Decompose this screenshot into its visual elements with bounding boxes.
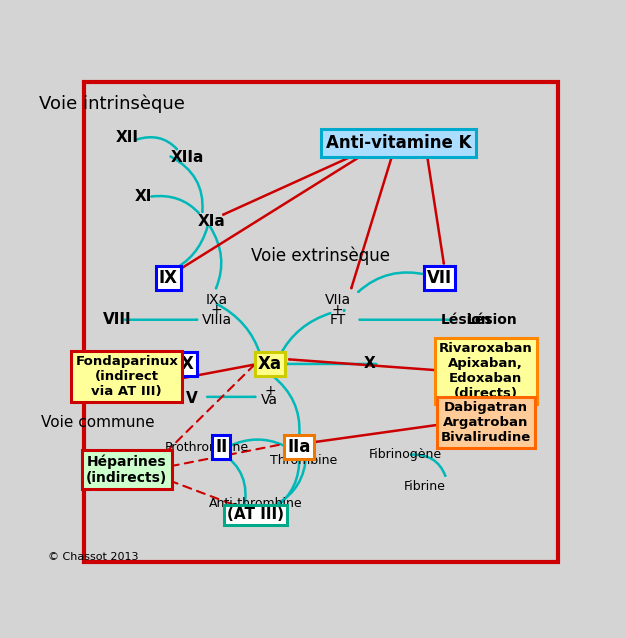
FancyArrowPatch shape [359, 272, 428, 292]
Text: II: II [215, 438, 227, 456]
Text: V: V [187, 391, 198, 406]
Text: XI: XI [135, 189, 153, 204]
FancyArrowPatch shape [170, 156, 203, 212]
FancyArrowPatch shape [156, 475, 243, 508]
FancyArrowPatch shape [272, 376, 299, 434]
Text: Thrombine: Thrombine [270, 454, 337, 467]
FancyArrowPatch shape [426, 145, 444, 263]
FancyArrowPatch shape [277, 455, 306, 504]
FancyArrowPatch shape [223, 144, 379, 214]
Text: VII: VII [427, 269, 452, 287]
Text: VIIIa: VIIIa [202, 313, 232, 327]
Text: VIIa: VIIa [325, 293, 351, 307]
Text: IX: IX [158, 269, 178, 287]
FancyArrowPatch shape [280, 313, 331, 355]
Text: X: X [181, 355, 194, 373]
Text: Fibrine: Fibrine [404, 480, 446, 493]
Text: Voie extrinsèque: Voie extrinsèque [251, 247, 391, 265]
Text: Rivaroxaban
Apixaban,
Edoxaban
(directs): Rivaroxaban Apixaban, Edoxaban (directs) [439, 343, 533, 400]
Text: © Chassot 2013: © Chassot 2013 [48, 552, 138, 562]
FancyArrowPatch shape [274, 455, 299, 508]
FancyArrowPatch shape [411, 455, 445, 476]
FancyArrowPatch shape [289, 359, 449, 371]
FancyArrowPatch shape [155, 362, 257, 463]
Text: (AT III): (AT III) [227, 507, 284, 523]
FancyArrowPatch shape [156, 365, 253, 383]
Text: +: + [332, 303, 344, 317]
Text: XIIa: XIIa [171, 150, 204, 165]
Text: +: + [211, 303, 222, 317]
FancyArrowPatch shape [217, 304, 260, 354]
FancyArrowPatch shape [136, 137, 177, 149]
FancyArrowPatch shape [170, 226, 208, 271]
FancyArrowPatch shape [210, 226, 222, 288]
Text: Héparines
(indirects): Héparines (indirects) [86, 454, 167, 485]
Text: Va: Va [262, 393, 279, 407]
Text: IIa: IIa [287, 438, 310, 456]
Text: +: + [264, 384, 275, 398]
Text: Fibrinogène: Fibrinogène [369, 449, 443, 461]
Text: Anti-thrombine: Anti-thrombine [208, 498, 302, 510]
Text: Lésion: Lésion [441, 313, 492, 327]
Text: X: X [364, 357, 375, 371]
FancyArrowPatch shape [156, 366, 176, 375]
Text: Dabigatran
Argatroban
Bivalirudine: Dabigatran Argatroban Bivalirudine [441, 401, 531, 445]
Text: FT: FT [330, 313, 346, 327]
FancyArrowPatch shape [228, 440, 284, 446]
FancyArrowPatch shape [351, 145, 395, 288]
Text: Voie commune: Voie commune [41, 415, 155, 431]
FancyArrowPatch shape [221, 452, 245, 510]
FancyArrowPatch shape [151, 196, 198, 213]
Text: Fondaparinux
(indirect
via AT III): Fondaparinux (indirect via AT III) [75, 355, 178, 397]
Text: Voie intrinsèque: Voie intrinsèque [39, 94, 185, 113]
Text: Prothrombine: Prothrombine [165, 441, 249, 454]
Text: VIII: VIII [103, 312, 131, 327]
Text: IXa: IXa [205, 293, 228, 307]
Text: XII: XII [115, 130, 138, 145]
Text: Xa: Xa [258, 355, 282, 373]
FancyArrowPatch shape [316, 423, 449, 442]
Text: Anti-vitamine K: Anti-vitamine K [326, 134, 471, 152]
FancyArrowPatch shape [182, 149, 372, 268]
FancyArrowPatch shape [156, 443, 286, 469]
Text: XIa: XIa [198, 214, 225, 229]
Text: Lésion: Lésion [466, 313, 517, 327]
